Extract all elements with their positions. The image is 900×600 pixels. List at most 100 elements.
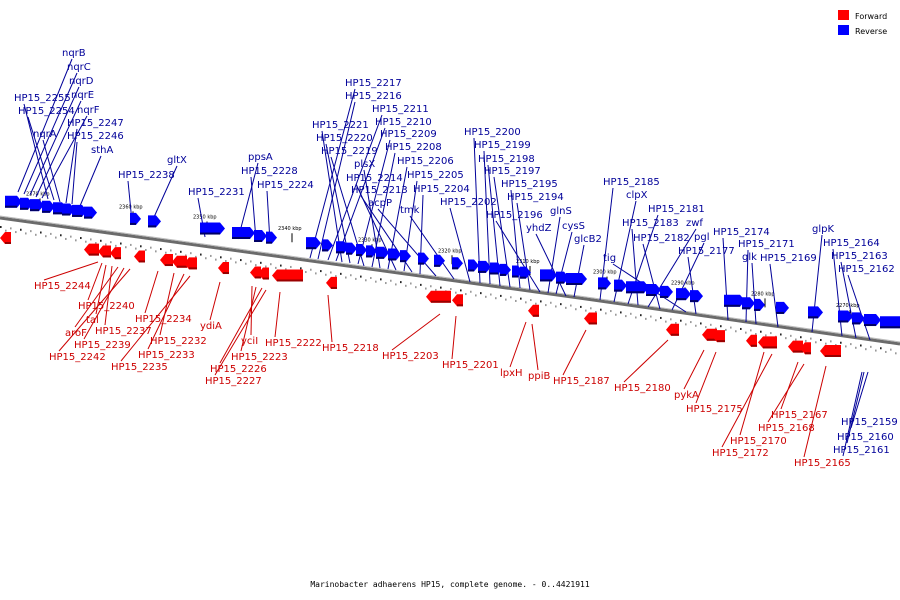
forward-gene-label-ycii[interactable]: yciI bbox=[241, 336, 258, 347]
reverse-gene-label-hp15-2199[interactable]: HP15_2199 bbox=[474, 140, 531, 151]
reverse-gene-label-hp15-2161[interactable]: HP15_2161 bbox=[833, 445, 890, 456]
reverse-gene-label-hp15-2255[interactable]: HP15_2255 bbox=[14, 93, 71, 104]
forward-gene-label-hp15-2187[interactable]: HP15_2187 bbox=[553, 376, 610, 387]
reverse-gene-label-glpk[interactable]: glpK bbox=[812, 224, 834, 235]
forward-gene-label-pyka[interactable]: pykA bbox=[674, 390, 699, 401]
forward-gene-label-hp15-2226[interactable]: HP15_2226 bbox=[210, 364, 267, 375]
forward-gene-label-hp15-2222[interactable]: HP15_2222 bbox=[265, 338, 322, 349]
reverse-gene-label-hp15-2254[interactable]: HP15_2254 bbox=[18, 106, 75, 117]
forward-gene-label-hp15-2201[interactable]: HP15_2201 bbox=[442, 360, 499, 371]
reverse-gene-label-hp15-2198[interactable]: HP15_2198 bbox=[478, 154, 535, 165]
reverse-gene-label-hp15-2171[interactable]: HP15_2171 bbox=[738, 239, 795, 250]
reverse-gene-label-hp15-2160[interactable]: HP15_2160 bbox=[837, 432, 894, 443]
reverse-gene-label-cyss[interactable]: cysS bbox=[562, 221, 585, 232]
reverse-gene-label-hp15-2221[interactable]: HP15_2221 bbox=[312, 120, 369, 131]
reverse-gene-arrow bbox=[566, 272, 587, 285]
reverse-gene-label-pgl[interactable]: pgl bbox=[694, 232, 709, 243]
reverse-gene-label-hp15-2231[interactable]: HP15_2231 bbox=[188, 187, 245, 198]
forward-gene-label-arof[interactable]: aroF bbox=[65, 328, 87, 339]
forward-gene-label-hp15-2234[interactable]: HP15_2234 bbox=[135, 314, 192, 325]
forward-gene-label-hp15-2172[interactable]: HP15_2172 bbox=[712, 448, 769, 459]
forward-gene-label-hp15-2175[interactable]: HP15_2175 bbox=[686, 404, 743, 415]
reverse-gene-label-hp15-2182[interactable]: HP15_2182 bbox=[633, 233, 690, 244]
forward-gene-label-hp15-2244[interactable]: HP15_2244 bbox=[34, 281, 91, 292]
reverse-gene-label-nqrf[interactable]: nqrF bbox=[77, 105, 100, 116]
reverse-gene-label-hp15-2196[interactable]: HP15_2196 bbox=[486, 210, 543, 221]
reverse-gene-label-hp15-2210[interactable]: HP15_2210 bbox=[375, 117, 432, 128]
reverse-gene-label-gltx[interactable]: gltX bbox=[167, 155, 187, 166]
forward-gene-label-hp15-2203[interactable]: HP15_2203 bbox=[382, 351, 439, 362]
reverse-gene-label-acpp[interactable]: acpP bbox=[368, 198, 392, 209]
reverse-gene-label-hp15-2211[interactable]: HP15_2211 bbox=[372, 104, 429, 115]
reverse-gene-label-yhdz[interactable]: yhdZ bbox=[526, 223, 552, 234]
reverse-gene-label-nqrc[interactable]: nqrC bbox=[67, 62, 91, 73]
forward-gene-label-hp15-2170[interactable]: HP15_2170 bbox=[730, 436, 787, 447]
reverse-gene-label-hp15-2197[interactable]: HP15_2197 bbox=[484, 166, 541, 177]
forward-gene-label-hp15-2180[interactable]: HP15_2180 bbox=[614, 383, 671, 394]
reverse-gene-label-glcb2[interactable]: glcB2 bbox=[574, 234, 602, 245]
tick-label: 2320 kbp bbox=[438, 248, 462, 254]
tick-label: 2290 kbp bbox=[671, 280, 695, 286]
reverse-gene-label-hp15-2216[interactable]: HP15_2216 bbox=[345, 91, 402, 102]
forward-gene-label-lpxh[interactable]: lpxH bbox=[500, 368, 523, 379]
forward-gene-label-hp15-2232[interactable]: HP15_2232 bbox=[150, 336, 207, 347]
reverse-gene-label-ppsa[interactable]: ppsA bbox=[248, 152, 273, 163]
forward-gene-label-hp15-2223[interactable]: HP15_2223 bbox=[231, 352, 288, 363]
reverse-gene-label-hp15-2169[interactable]: HP15_2169 bbox=[760, 253, 817, 264]
reverse-gene-label-hp15-2213[interactable]: HP15_2213 bbox=[351, 185, 408, 196]
reverse-gene-label-hp15-2185[interactable]: HP15_2185 bbox=[603, 177, 660, 188]
reverse-gene-label-zwf[interactable]: zwf bbox=[686, 218, 703, 229]
forward-gene-label-hp15-2168[interactable]: HP15_2168 bbox=[758, 423, 815, 434]
reverse-gene-label-glk[interactable]: glk bbox=[742, 252, 757, 263]
reverse-gene-label-hp15-2246[interactable]: HP15_2246 bbox=[67, 131, 124, 142]
reverse-gene-label-clpx[interactable]: clpX bbox=[626, 190, 648, 201]
reverse-gene-label-hp15-2164[interactable]: HP15_2164 bbox=[823, 238, 880, 249]
reverse-gene-label-hp15-2217[interactable]: HP15_2217 bbox=[345, 78, 402, 89]
forward-gene-label-hp15-2227[interactable]: HP15_2227 bbox=[205, 376, 262, 387]
reverse-gene-label-nqrd[interactable]: nqrD bbox=[69, 76, 94, 87]
reverse-gene-label-hp15-2228[interactable]: HP15_2228 bbox=[241, 166, 298, 177]
reverse-gene-label-hp15-2195[interactable]: HP15_2195 bbox=[501, 179, 558, 190]
reverse-gene-label-tmk[interactable]: tmk bbox=[400, 205, 420, 216]
reverse-gene-label-nqrb[interactable]: nqrB bbox=[62, 48, 86, 59]
reverse-gene-label-hp15-2202[interactable]: HP15_2202 bbox=[440, 197, 497, 208]
forward-gene-label-hp15-2233[interactable]: HP15_2233 bbox=[138, 350, 195, 361]
reverse-gene-label-hp15-2183[interactable]: HP15_2183 bbox=[622, 218, 679, 229]
reverse-gene-label-hp15-2177[interactable]: HP15_2177 bbox=[678, 246, 735, 257]
reverse-gene-label-hp15-2200[interactable]: HP15_2200 bbox=[464, 127, 521, 138]
forward-gene-label-ydia[interactable]: ydiA bbox=[200, 321, 222, 332]
reverse-gene-label-hp15-2162[interactable]: HP15_2162 bbox=[838, 264, 895, 275]
reverse-gene-label-hp15-2204[interactable]: HP15_2204 bbox=[413, 184, 470, 195]
reverse-gene-label-hp15-2194[interactable]: HP15_2194 bbox=[507, 192, 564, 203]
reverse-gene-label-hp15-2159[interactable]: HP15_2159 bbox=[841, 417, 898, 428]
forward-gene-label-hp15-2218[interactable]: HP15_2218 bbox=[322, 343, 379, 354]
reverse-gene-label-hp15-2174[interactable]: HP15_2174 bbox=[713, 227, 770, 238]
forward-gene-label-ppib[interactable]: ppiB bbox=[528, 371, 550, 382]
forward-gene-label-hp15-2242[interactable]: HP15_2242 bbox=[49, 352, 106, 363]
reverse-gene-label-hp15-2247[interactable]: HP15_2247 bbox=[67, 118, 124, 129]
reverse-gene-label-hp15-2209[interactable]: HP15_2209 bbox=[380, 129, 437, 140]
reverse-gene-label-tig[interactable]: tig bbox=[603, 253, 616, 264]
reverse-gene-label-glns[interactable]: glnS bbox=[550, 206, 572, 217]
reverse-gene-label-stha[interactable]: sthA bbox=[91, 145, 113, 156]
reverse-gene-label-nqre[interactable]: nqrE bbox=[71, 90, 94, 101]
reverse-gene-label-hp15-2163[interactable]: HP15_2163 bbox=[831, 251, 888, 262]
forward-gene-label-tal[interactable]: tal bbox=[86, 315, 99, 326]
reverse-gene-label-plsx[interactable]: plsX bbox=[354, 159, 375, 170]
reverse-gene-label-hp15-2224[interactable]: HP15_2224 bbox=[257, 180, 314, 191]
reverse-gene-label-hp15-2219[interactable]: HP15_2219 bbox=[321, 146, 378, 157]
forward-gene-label-hp15-2165[interactable]: HP15_2165 bbox=[794, 458, 851, 469]
reverse-gene-label-hp15-2181[interactable]: HP15_2181 bbox=[648, 204, 705, 215]
forward-gene-label-hp15-2237[interactable]: HP15_2237 bbox=[95, 326, 152, 337]
reverse-gene-label-hp15-2220[interactable]: HP15_2220 bbox=[316, 133, 373, 144]
forward-gene-label-hp15-2239[interactable]: HP15_2239 bbox=[74, 340, 131, 351]
forward-gene-label-hp15-2167[interactable]: HP15_2167 bbox=[771, 410, 828, 421]
forward-gene-label-hp15-2235[interactable]: HP15_2235 bbox=[111, 362, 168, 373]
reverse-gene-label-hp15-2205[interactable]: HP15_2205 bbox=[407, 170, 464, 181]
reverse-gene-label-nqra[interactable]: nqrA bbox=[33, 129, 57, 140]
reverse-gene-label-hp15-2208[interactable]: HP15_2208 bbox=[385, 142, 442, 153]
reverse-gene-label-hp15-2206[interactable]: HP15_2206 bbox=[397, 156, 454, 167]
reverse-gene-label-hp15-2238[interactable]: HP15_2238 bbox=[118, 170, 175, 181]
forward-gene-label-hp15-2240[interactable]: HP15_2240 bbox=[78, 301, 135, 312]
reverse-gene-label-hp15-2214[interactable]: HP15_2214 bbox=[346, 173, 403, 184]
